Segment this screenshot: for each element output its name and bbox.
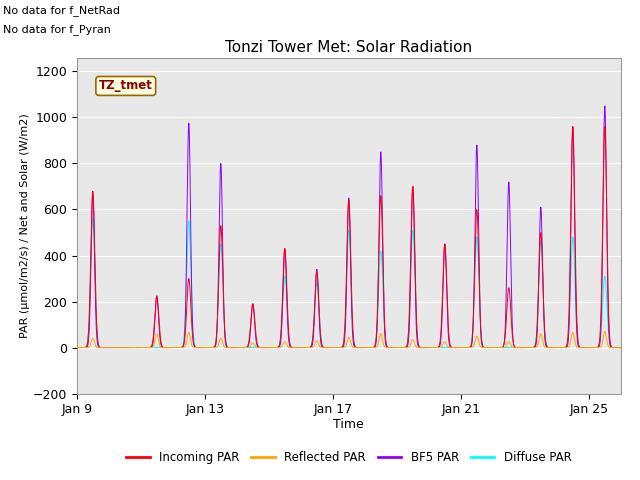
Title: Tonzi Tower Met: Solar Radiation: Tonzi Tower Met: Solar Radiation [225, 40, 472, 55]
Text: TZ_tmet: TZ_tmet [99, 79, 153, 93]
Y-axis label: PAR (μmol/m2/s) / Net and Solar (W/m2): PAR (μmol/m2/s) / Net and Solar (W/m2) [20, 113, 30, 338]
X-axis label: Time: Time [333, 418, 364, 431]
Text: No data for f_Pyran: No data for f_Pyran [3, 24, 111, 35]
Legend: Incoming PAR, Reflected PAR, BF5 PAR, Diffuse PAR: Incoming PAR, Reflected PAR, BF5 PAR, Di… [121, 446, 577, 469]
Text: No data for f_NetRad: No data for f_NetRad [3, 5, 120, 16]
